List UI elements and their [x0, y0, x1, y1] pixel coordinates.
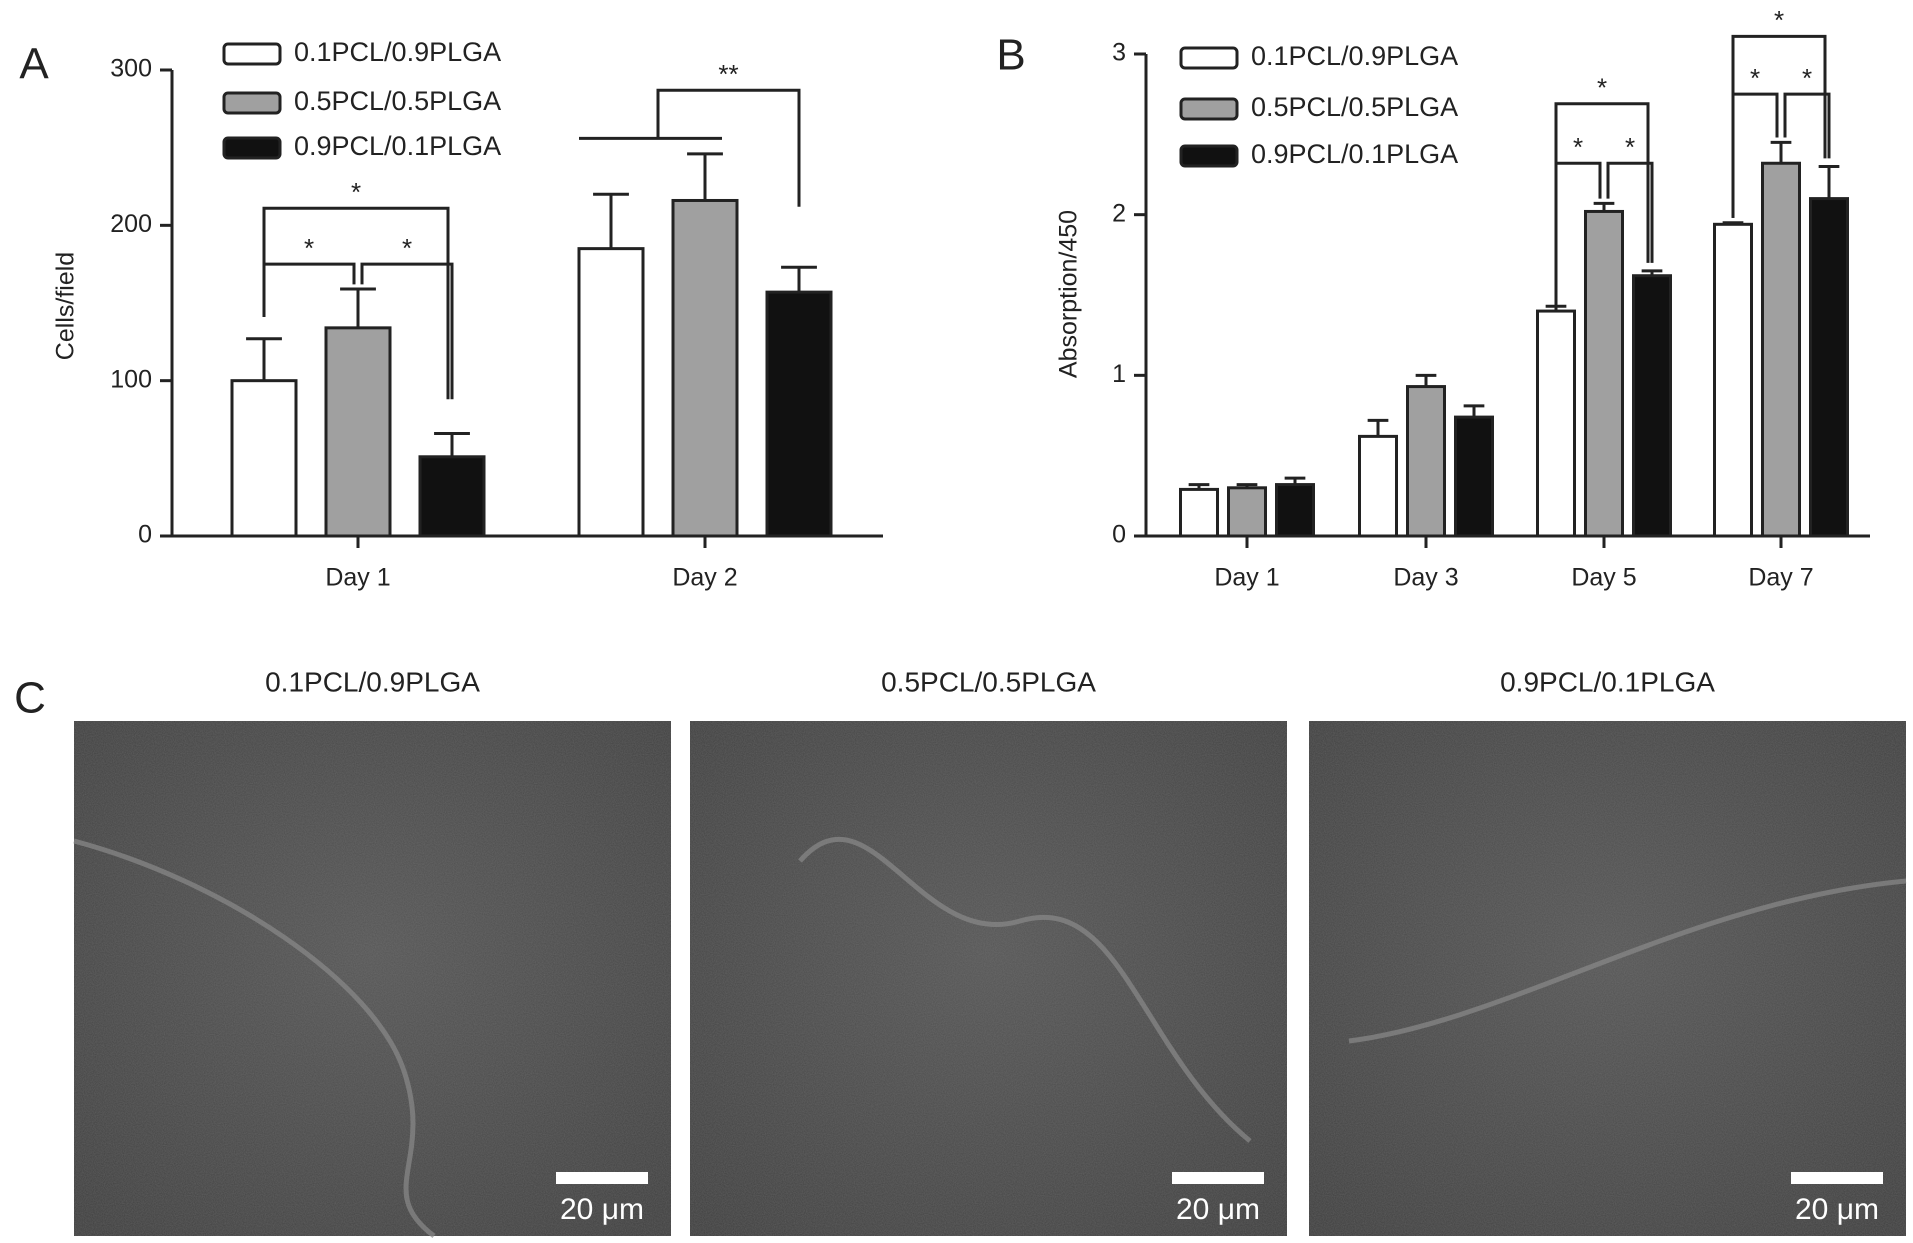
- significance: *: [351, 177, 361, 207]
- bracket: [656, 88, 801, 207]
- bracket: [1783, 92, 1831, 159]
- bar: [1761, 161, 1801, 538]
- bar: [765, 290, 833, 538]
- bar: [1584, 209, 1624, 538]
- significance: *: [1573, 132, 1583, 162]
- y-axis-label: Cells/field: [52, 252, 80, 360]
- bar: [1713, 222, 1753, 538]
- significance: *: [402, 233, 412, 263]
- legend-swatch: [1179, 46, 1239, 70]
- image-title: 0.1PCL/0.9PLGA: [265, 666, 480, 697]
- y-tick-label: 200: [110, 210, 152, 238]
- scale-bar-label: 20 μm: [1176, 1193, 1260, 1226]
- significance: *: [304, 233, 314, 263]
- legend-label: 0.1PCL/0.9PLGA: [1251, 41, 1458, 71]
- y-tick-label: 3: [1112, 39, 1126, 67]
- image-title: 0.9PCL/0.1PLGA: [1500, 666, 1715, 697]
- significance: *: [1774, 5, 1784, 35]
- bar: [1179, 487, 1219, 538]
- significance: *: [1750, 63, 1760, 93]
- significance: *: [1597, 73, 1607, 103]
- legend-label: 0.5PCL/0.5PLGA: [294, 86, 501, 116]
- bracket: [1554, 161, 1602, 304]
- legend-swatch: [1179, 144, 1239, 168]
- x-tick-label: Day 7: [1748, 564, 1813, 592]
- bar: [1632, 274, 1672, 538]
- y-tick-label: 100: [110, 365, 152, 393]
- scale-bar: [1172, 1172, 1264, 1184]
- bar: [1227, 486, 1267, 538]
- y-tick-label: 0: [138, 521, 152, 549]
- bar: [418, 455, 486, 538]
- bar: [1809, 197, 1849, 538]
- y-tick-label: 1: [1112, 360, 1126, 388]
- bar: [1536, 309, 1576, 538]
- cell-outline: [1348, 878, 1907, 1044]
- cell-outline: [73, 838, 436, 1238]
- panel-label: A: [19, 40, 49, 89]
- bracket: [262, 262, 356, 317]
- y-tick-label: 0: [1112, 521, 1126, 549]
- bracket: [1731, 92, 1779, 218]
- bar: [230, 379, 298, 538]
- legend-label: 0.1PCL/0.9PLGA: [294, 37, 501, 67]
- bracket: [262, 206, 450, 400]
- legend-swatch: [222, 42, 282, 66]
- scale-bar: [1791, 1172, 1883, 1184]
- bracket: [1606, 161, 1654, 263]
- bracket: [360, 262, 454, 400]
- y-tick-label: 300: [110, 55, 152, 83]
- bar: [1454, 415, 1494, 538]
- bar: [577, 247, 645, 538]
- legend-swatch: [222, 91, 282, 115]
- bar: [1275, 483, 1315, 538]
- cell-outline: [798, 836, 1252, 1143]
- significance: *: [1625, 132, 1635, 162]
- legend-label: 0.9PCL/0.1PLGA: [294, 131, 501, 161]
- legend-swatch: [222, 136, 282, 160]
- significance: *: [1802, 63, 1812, 93]
- y-tick-label: 2: [1112, 199, 1126, 227]
- legend-label: 0.9PCL/0.1PLGA: [1251, 139, 1458, 169]
- bar: [1406, 385, 1446, 538]
- y-axis-label: Absorption/450: [1055, 210, 1083, 378]
- micrograph-texture: [690, 721, 1287, 1236]
- micrograph-texture: [74, 721, 671, 1236]
- x-tick-label: Day 5: [1571, 564, 1636, 592]
- legend-swatch: [1179, 97, 1239, 121]
- bar: [1358, 434, 1398, 538]
- bar: [324, 326, 392, 538]
- micrograph-texture: [1309, 721, 1906, 1236]
- image-title: 0.5PCL/0.5PLGA: [881, 666, 1096, 697]
- x-tick-label: Day 1: [325, 564, 390, 592]
- bar: [671, 198, 739, 538]
- scale-bar: [556, 1172, 648, 1184]
- significance: **: [718, 59, 738, 89]
- panel-label: C: [14, 674, 46, 723]
- legend-label: 0.5PCL/0.5PLGA: [1251, 92, 1458, 122]
- panel-label: B: [996, 31, 1025, 80]
- x-tick-label: Day 3: [1393, 564, 1458, 592]
- x-tick-label: Day 1: [1214, 564, 1279, 592]
- scale-bar-label: 20 μm: [560, 1193, 644, 1226]
- x-tick-label: Day 2: [672, 564, 737, 592]
- scale-bar-label: 20 μm: [1795, 1193, 1879, 1226]
